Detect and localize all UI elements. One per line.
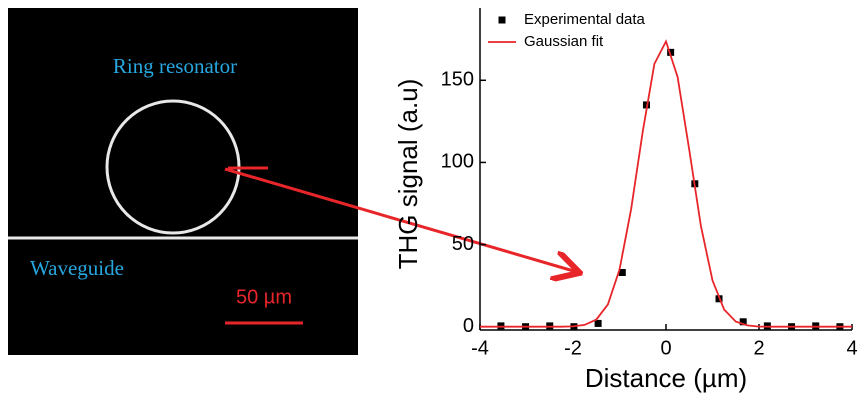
y-tick-label: 150 xyxy=(441,69,474,91)
fit-line xyxy=(480,41,852,326)
y-axis-label: THG signal (a.u) xyxy=(393,79,423,270)
x-axis-label: Distance (µm) xyxy=(585,363,747,393)
x-tick-label: -2 xyxy=(564,337,582,359)
waveguide-label: Waveguide xyxy=(30,256,124,280)
legend-label: Gaussian fit xyxy=(524,33,604,50)
figure: Ring resonator Waveguide 50 µm 0 50 100 150… xyxy=(0,0,859,396)
scale-label: 50 µm xyxy=(236,286,292,308)
plot: 0 50 100 150 -4 -2 0 2 4 Distance (µm) THG signal … xyxy=(393,8,858,393)
legend-swatch xyxy=(499,17,506,24)
legend-label: Experimental data xyxy=(524,11,646,28)
x-tick-label: 4 xyxy=(846,337,857,359)
ring-label: Ring resonator xyxy=(113,54,237,78)
x-tick-label: -4 xyxy=(471,337,489,359)
y-tick-label: 50 xyxy=(452,233,474,255)
x-tick-label: 0 xyxy=(660,337,671,359)
y-tick-label: 100 xyxy=(441,151,474,173)
y-tick-label: 0 xyxy=(463,315,474,337)
data-point xyxy=(595,320,602,327)
x-tick-label: 2 xyxy=(753,337,764,359)
